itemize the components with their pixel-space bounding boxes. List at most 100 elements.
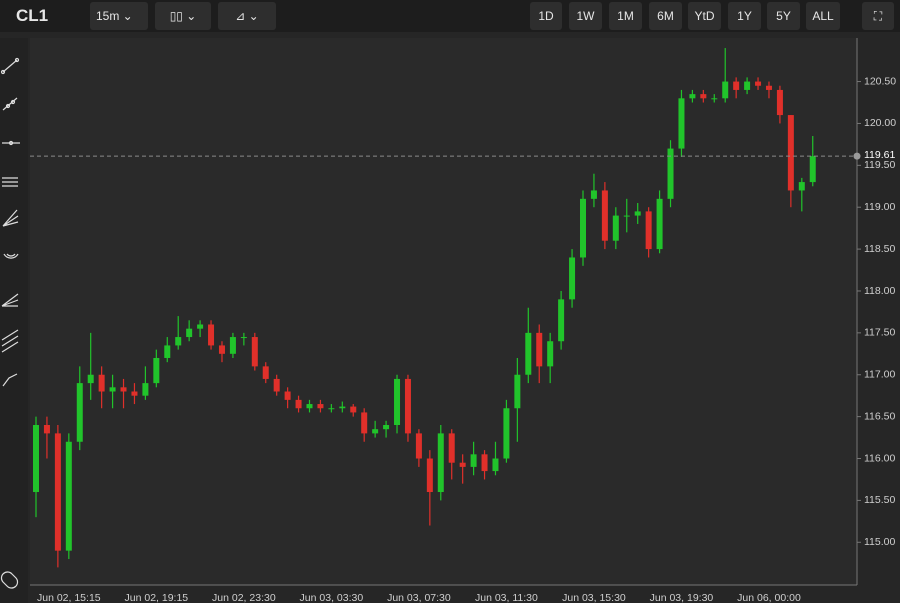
candle-body: [426, 458, 433, 493]
y-tick-label: 117.50: [864, 327, 895, 339]
candle-body: [711, 98, 718, 100]
candle-body: [295, 399, 302, 409]
candle-body: [481, 454, 488, 472]
candle-body: [240, 337, 247, 339]
y-tick-label: 116.00: [864, 452, 895, 464]
candle-body: [700, 94, 707, 99]
candle-body: [262, 366, 269, 379]
candle-body: [492, 458, 499, 472]
candle-body: [514, 374, 521, 409]
y-tick-label: 120.50: [864, 75, 896, 87]
y-tick-label: 117.00: [864, 369, 895, 381]
candle-body: [33, 425, 39, 493]
chart-type-button[interactable]: ▯▯ ⌄: [155, 2, 211, 30]
candle-body: [525, 332, 532, 375]
candle-body: [372, 429, 379, 434]
candle-body: [164, 345, 171, 358]
drawing-tools[interactable]: [0, 57, 20, 589]
candle-body: [284, 391, 291, 400]
y-tick-label: 119.00: [864, 201, 895, 213]
range-button[interactable]: 6M: [649, 2, 682, 30]
x-tick-label: Jun 03, 15:30: [562, 592, 626, 603]
candle-body: [197, 324, 204, 329]
candle-body: [612, 215, 619, 241]
candle-body: [689, 94, 696, 99]
candle-body: [580, 198, 586, 258]
candle-body: [306, 404, 313, 409]
indicators-button[interactable]: ⊿ ⌄: [218, 2, 276, 30]
x-tick-label: Jun 03, 03:30: [300, 592, 364, 603]
range-button[interactable]: 5Y: [767, 2, 800, 30]
candle-body: [809, 156, 816, 183]
y-tick-label: 116.50: [864, 410, 895, 422]
candle-body: [339, 406, 346, 409]
candle-body: [394, 378, 401, 426]
candle-body: [65, 441, 72, 551]
range-button[interactable]: 1D: [530, 2, 562, 30]
range-button[interactable]: YtD: [688, 2, 721, 30]
candle-body: [175, 337, 182, 346]
candle-body: [547, 341, 554, 367]
candle-body: [558, 299, 565, 342]
candle-body: [503, 408, 510, 459]
x-tick-label: Jun 02, 23:30: [212, 592, 276, 603]
candle-body: [273, 378, 280, 392]
fullscreen-button[interactable]: ⛶: [862, 2, 894, 30]
candle-body: [733, 81, 740, 90]
candle-body: [437, 433, 444, 493]
y-tick-label: 120.00: [864, 117, 896, 129]
candle-body: [328, 408, 335, 410]
interval: 15m: [96, 9, 120, 23]
tools-panel: [0, 38, 28, 603]
candle-body: [98, 374, 105, 392]
top-bar: CL1 15m ⌄ ▯▯ ⌄ ⊿ ⌄ 1D 1W 1M 6M YtD 1Y 5Y…: [0, 0, 900, 32]
range-button[interactable]: ALL: [806, 2, 840, 30]
candle-body: [415, 433, 422, 459]
candle-body: [76, 383, 83, 442]
candle-body: [404, 378, 411, 434]
x-tick-label: Jun 03, 19:30: [650, 592, 714, 603]
candle-body: [120, 387, 127, 392]
x-tick-label: Jun 03, 11:30: [475, 592, 538, 603]
candle-body: [251, 337, 258, 367]
interval-button[interactable]: 15m ⌄: [90, 2, 148, 30]
candle-body: [383, 425, 390, 430]
y-tick-label: 118.50: [864, 243, 895, 255]
plot-area: [30, 38, 857, 585]
candle-body: [470, 454, 477, 467]
candle-body: [656, 198, 663, 250]
candle-body: [109, 387, 116, 392]
candle-body: [569, 257, 576, 300]
y-tick-label: 119.50: [864, 159, 895, 171]
last-price-label: 119.61: [864, 149, 895, 161]
candle-body: [208, 324, 215, 346]
x-tick-label: Jun 03, 07:30: [387, 592, 451, 603]
range-button[interactable]: 1W: [569, 2, 602, 30]
range-button[interactable]: 1M: [609, 2, 642, 30]
candle-body: [229, 337, 236, 354]
candle-body: [536, 332, 543, 367]
candle-body: [142, 383, 149, 396]
last-price-dot: [853, 152, 861, 160]
candle-body: [43, 425, 50, 434]
candle-body: [131, 391, 138, 396]
candle-body: [317, 404, 324, 409]
candle-body: [787, 115, 794, 191]
y-tick-label: 115.00: [864, 536, 895, 548]
candle-body: [678, 98, 685, 149]
y-tick-label: 118.00: [864, 285, 895, 297]
candle-body: [361, 412, 368, 434]
x-tick-label: Jun 02, 15:15: [37, 592, 101, 603]
candle-body: [54, 433, 61, 551]
candle-body: [350, 406, 357, 413]
y-tick-label: 115.50: [864, 494, 895, 506]
candle-body: [459, 462, 466, 467]
range-button[interactable]: 1Y: [728, 2, 761, 30]
candle-body: [448, 433, 455, 463]
symbol: CL1: [16, 6, 49, 25]
x-tick-label: Jun 02, 19:15: [125, 592, 189, 603]
candle-body: [798, 182, 805, 191]
candle-body: [87, 374, 94, 384]
